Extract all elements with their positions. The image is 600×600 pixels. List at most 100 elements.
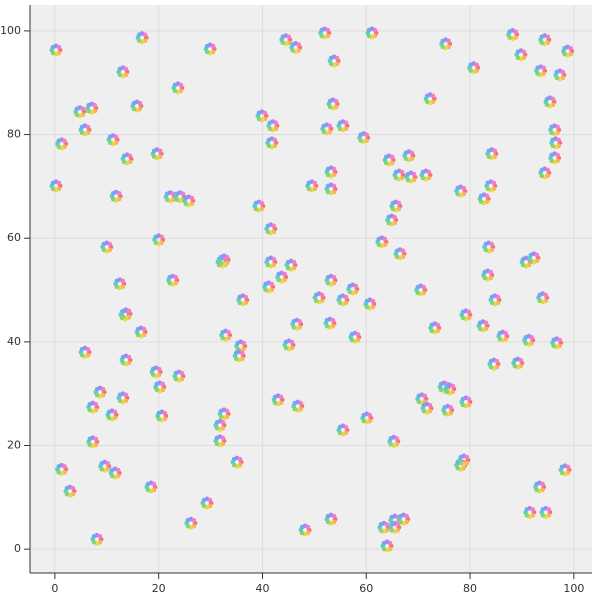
point — [324, 512, 338, 526]
point — [172, 369, 186, 383]
point-petal — [278, 394, 284, 400]
point-petal — [409, 150, 415, 156]
point-petal — [474, 62, 479, 68]
point-petal — [483, 320, 489, 326]
point — [511, 356, 525, 370]
point — [73, 105, 87, 119]
point — [324, 182, 338, 196]
point — [506, 28, 520, 42]
point — [363, 297, 377, 311]
point-petal — [92, 102, 98, 108]
point — [135, 31, 149, 45]
point — [252, 199, 266, 213]
point — [324, 165, 338, 179]
point — [119, 353, 133, 367]
point-petal — [334, 55, 340, 61]
point — [402, 149, 416, 163]
point-petal — [565, 464, 571, 470]
point — [519, 255, 533, 269]
point — [255, 109, 269, 123]
y-tick-label: 60 — [7, 231, 21, 244]
point — [282, 338, 296, 352]
point — [320, 122, 334, 136]
point-petal — [70, 485, 76, 491]
point — [336, 293, 350, 307]
point — [200, 496, 214, 510]
point — [150, 147, 164, 161]
point — [404, 170, 418, 184]
point — [78, 345, 92, 359]
point — [184, 516, 198, 530]
point-petal — [540, 481, 545, 487]
point — [106, 133, 120, 147]
point-petal — [151, 481, 157, 487]
point-petal — [126, 354, 132, 360]
point-petal — [427, 402, 433, 408]
point — [357, 131, 371, 145]
point — [550, 336, 564, 350]
point — [182, 194, 196, 208]
point-petal — [156, 366, 162, 372]
point — [439, 37, 453, 51]
point — [232, 349, 246, 363]
point-petal — [239, 350, 245, 356]
y-tick-label: 80 — [7, 128, 21, 141]
point-petal — [180, 191, 186, 197]
point — [392, 168, 406, 182]
point-petal — [141, 326, 147, 332]
point — [152, 233, 166, 247]
point-petal — [545, 34, 551, 40]
point-petal — [394, 436, 400, 441]
point — [527, 251, 541, 265]
point — [380, 539, 394, 553]
point-petal — [312, 180, 318, 186]
point — [312, 291, 326, 305]
point-petal — [170, 191, 176, 197]
point — [144, 480, 158, 494]
point-petal — [343, 294, 349, 300]
point — [153, 380, 167, 394]
point — [523, 505, 537, 519]
point-petal — [137, 100, 143, 106]
point-petal — [534, 252, 540, 258]
point-petal — [243, 294, 249, 300]
point — [443, 382, 457, 396]
point-petal — [484, 193, 490, 199]
point-petal — [220, 420, 226, 425]
point-petal — [271, 256, 277, 262]
point-petal — [291, 259, 297, 265]
point-petal — [178, 82, 184, 88]
point — [290, 317, 304, 331]
point-petal — [489, 241, 495, 247]
point-petal — [56, 180, 62, 186]
point — [420, 401, 434, 415]
point — [336, 119, 350, 133]
point — [548, 151, 562, 165]
point — [387, 434, 401, 448]
point-petal — [364, 132, 369, 138]
point — [230, 455, 244, 469]
x-tick-label: 20 — [152, 582, 166, 595]
point-petal — [116, 190, 122, 196]
point-petal — [191, 517, 197, 523]
x-tick-label: 60 — [359, 582, 373, 595]
point — [454, 184, 468, 198]
point-petal — [546, 507, 552, 512]
point-petal — [355, 331, 361, 337]
point — [389, 199, 403, 213]
point — [213, 434, 227, 448]
point — [549, 136, 563, 150]
point-petal — [491, 180, 497, 186]
point — [558, 463, 572, 477]
point-petal — [115, 467, 121, 473]
point-petal — [387, 540, 393, 546]
point-petal — [105, 460, 110, 466]
point-petal — [545, 167, 551, 173]
point-petal — [541, 65, 546, 71]
point-petal — [126, 308, 132, 314]
point-petal — [446, 38, 451, 44]
point — [265, 136, 279, 150]
point — [262, 280, 276, 294]
point-petal — [162, 410, 168, 416]
point — [397, 512, 411, 526]
